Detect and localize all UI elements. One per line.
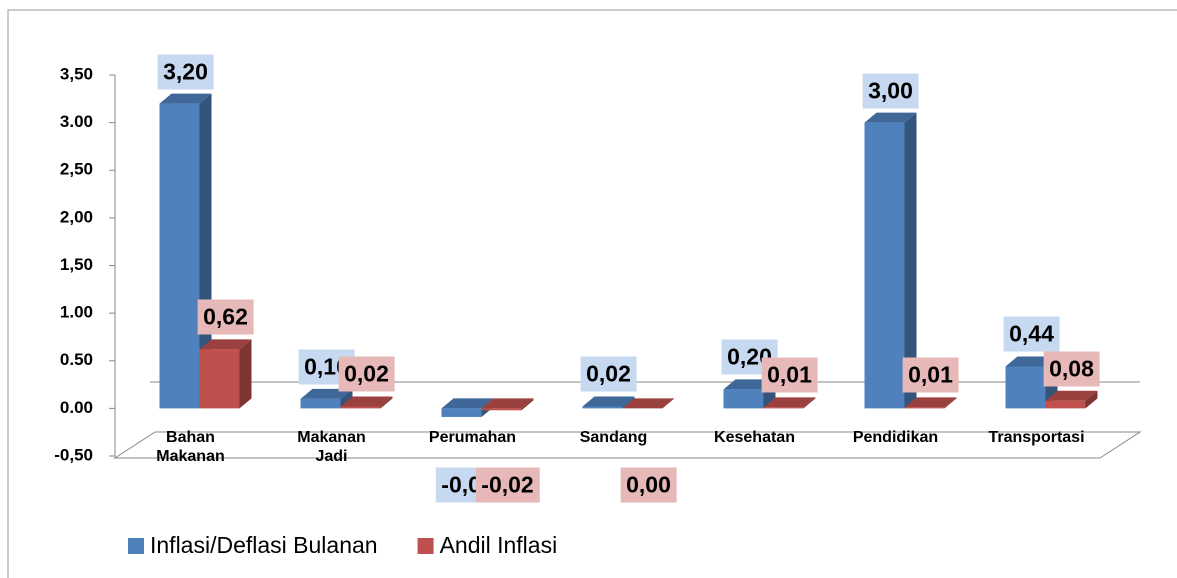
value-label: 0,02 xyxy=(580,356,637,392)
bar-side xyxy=(521,398,534,411)
value-label: 3,00 xyxy=(862,73,919,109)
legend-label: Andil Inflasi xyxy=(440,532,558,558)
bar-top xyxy=(622,398,675,409)
bar-side xyxy=(1085,390,1098,409)
legend-swatch xyxy=(128,538,144,554)
bar-side xyxy=(622,396,635,409)
bar xyxy=(904,407,945,409)
y-tick-label: 3.00 xyxy=(60,112,93,131)
bar xyxy=(1045,400,1086,409)
bar xyxy=(441,408,482,417)
bar xyxy=(723,389,764,409)
bar-side xyxy=(340,388,353,409)
value-label: 0,62 xyxy=(197,299,254,335)
value-label: 0,01 xyxy=(761,357,818,393)
floor xyxy=(113,431,1142,459)
x-tick-label: Kesehatan xyxy=(714,429,795,446)
bar xyxy=(199,349,240,409)
bar-top xyxy=(340,396,393,407)
value-label: -0,02 xyxy=(475,467,540,503)
x-tick-label: Transportasi xyxy=(988,429,1085,446)
bar-top xyxy=(1045,390,1098,401)
frame xyxy=(7,9,1177,578)
bar-side xyxy=(380,396,393,409)
y-tick-label: -0,50 xyxy=(54,445,93,464)
bar-top xyxy=(864,112,917,123)
bar-top xyxy=(441,398,494,409)
value-label: 0,02 xyxy=(338,356,395,392)
bar xyxy=(582,406,623,409)
x-tick-label: Bahan Makanan xyxy=(156,429,225,465)
value-label: 0,01 xyxy=(902,357,959,393)
y-tick-label: 1,50 xyxy=(60,255,93,274)
y-tick-label: 2,50 xyxy=(60,160,93,179)
bar-top xyxy=(582,396,635,407)
y-tick-label: 0.00 xyxy=(60,398,93,417)
bar-side xyxy=(904,112,917,409)
value-label: 3,20 xyxy=(157,54,214,90)
x-tick-label: Perumahan xyxy=(428,429,517,446)
y-tick-label: 1.00 xyxy=(60,303,93,322)
bar xyxy=(1005,366,1046,409)
bar xyxy=(763,407,804,409)
bar xyxy=(300,398,341,409)
x-tick-label: Makanan Jadi xyxy=(297,429,366,465)
bar xyxy=(340,406,381,409)
bar-side xyxy=(803,397,816,409)
bar xyxy=(481,408,522,411)
legend-swatch xyxy=(417,538,434,554)
x-tick-label: Sandang xyxy=(579,429,648,446)
bar-top xyxy=(904,397,957,408)
bar xyxy=(159,103,200,409)
bar-top xyxy=(481,398,534,409)
y-tick-label: 0.50 xyxy=(60,350,93,369)
value-label: 0,44 xyxy=(1003,316,1060,352)
bar-top xyxy=(159,93,212,104)
y-tick-label: 2,00 xyxy=(60,207,93,226)
value-label: 0,08 xyxy=(1043,351,1100,387)
x-tick-label: Pendidikan xyxy=(852,429,939,446)
value-label: 0,00 xyxy=(620,467,677,503)
y-tick-label: 3,50 xyxy=(60,64,93,83)
bar-side xyxy=(239,339,252,409)
legend-label: Inflasi/Deflasi Bulanan xyxy=(150,532,378,558)
bar xyxy=(864,122,905,409)
bar-top xyxy=(199,339,252,350)
bar-top xyxy=(763,397,816,408)
bar-side xyxy=(944,397,957,409)
